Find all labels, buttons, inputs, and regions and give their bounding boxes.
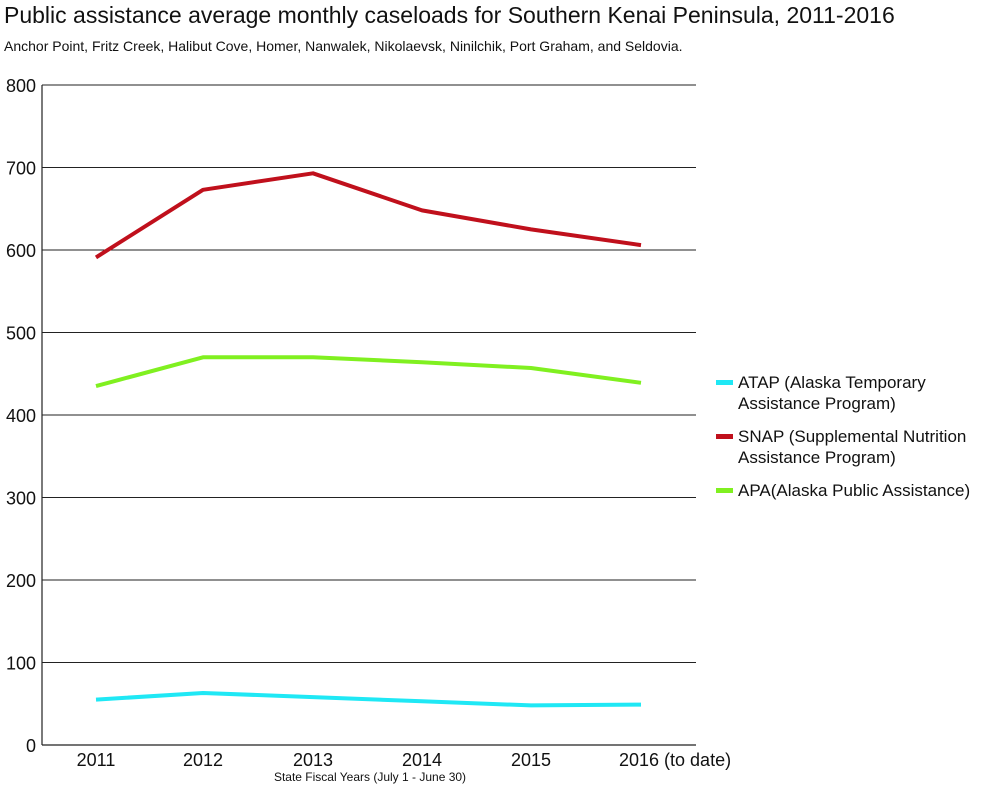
legend-label: Assistance Program)	[738, 448, 896, 467]
data-point	[640, 244, 643, 247]
legend-item: SNAP (Supplemental Nutrition Assistance P…	[716, 426, 996, 468]
legend-label: APA(Alaska Public Assistance)	[738, 481, 971, 500]
data-point	[202, 188, 205, 191]
data-point	[95, 256, 98, 259]
series-line-1	[94, 171, 642, 260]
data-point	[421, 700, 424, 703]
y-axis-ticks: 0 100 200 300 400 500 600 700 800	[6, 76, 36, 756]
data-point	[312, 172, 315, 175]
legend-swatch	[716, 380, 733, 385]
series-line-2	[95, 355, 642, 389]
data-point	[95, 385, 98, 388]
x-tick-label: 2013	[293, 750, 333, 770]
data-point	[530, 367, 533, 370]
data-point	[312, 356, 315, 359]
legend-item: ATAP (Alaska Temporary Assistance Program…	[716, 372, 996, 414]
y-tick-label: 800	[6, 76, 36, 96]
y-tick-label: 400	[6, 406, 36, 426]
y-tick-label: 500	[6, 324, 36, 344]
series-lines	[94, 171, 643, 708]
y-tick-label: 100	[6, 654, 36, 674]
data-point	[421, 209, 424, 212]
data-point	[640, 703, 643, 706]
data-point	[421, 361, 424, 364]
x-tick-label: 2015	[511, 750, 551, 770]
legend-label: Assistance Program)	[738, 394, 896, 413]
series-line-0	[95, 691, 642, 708]
gridlines	[42, 84, 696, 663]
y-tick-label: 300	[6, 489, 36, 509]
legend-label: ATAP (Alaska Temporary	[738, 373, 926, 392]
x-axis-ticks: 2011 2012 2013 2014 2015 2016 (to date)	[77, 750, 731, 770]
legend-label: SNAP (Supplemental Nutrition	[738, 427, 967, 446]
chart-title: Public assistance average monthly caselo…	[4, 2, 895, 28]
data-point	[202, 356, 205, 359]
data-point	[202, 692, 205, 695]
y-tick-label: 600	[6, 241, 36, 261]
x-tick-label: 2012	[183, 750, 223, 770]
legend-swatch	[716, 434, 733, 439]
y-tick-label: 700	[6, 159, 36, 179]
axes	[41, 85, 696, 746]
data-point	[95, 698, 98, 701]
y-tick-label: 0	[26, 736, 36, 756]
legend-item: APA(Alaska Public Assistance)	[716, 480, 996, 501]
x-tick-label: 2014	[402, 750, 442, 770]
x-axis-label: State Fiscal Years (July 1 - June 30)	[274, 770, 466, 784]
chart-subtitle: Anchor Point, Fritz Creek, Halibut Cove,…	[4, 38, 683, 54]
y-tick-label: 200	[6, 571, 36, 591]
data-point	[530, 228, 533, 231]
legend-swatch	[716, 488, 733, 493]
x-tick-label: 2016 (to date)	[619, 750, 731, 770]
data-point	[640, 381, 643, 384]
data-point	[530, 704, 533, 707]
data-point	[312, 696, 315, 699]
legend: ATAP (Alaska Temporary Assistance Program…	[716, 372, 996, 513]
x-tick-label: 2011	[77, 750, 116, 770]
